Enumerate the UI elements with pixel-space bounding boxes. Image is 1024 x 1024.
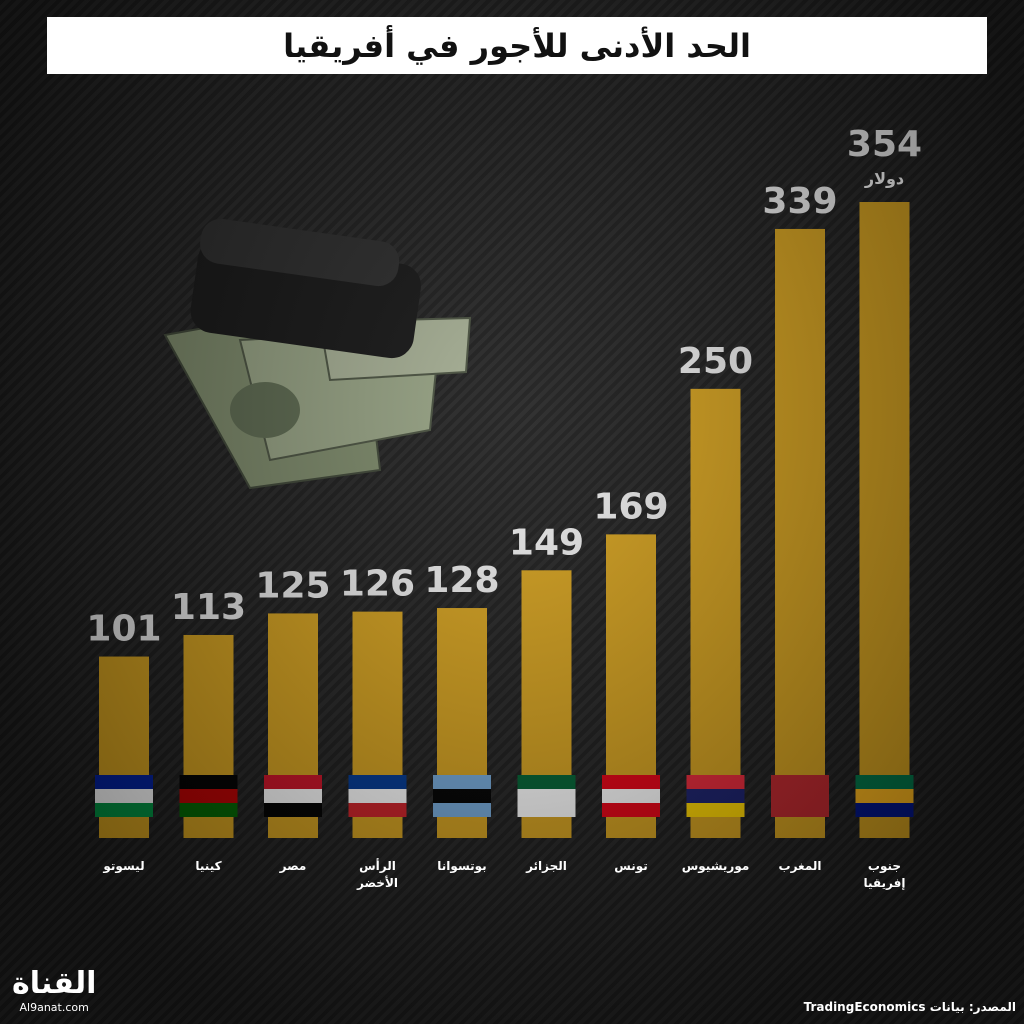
flag-stripe (433, 789, 491, 803)
flag-stripe (855, 775, 914, 789)
value-label: 250 (678, 341, 753, 382)
flag-stripe (264, 775, 322, 789)
bar (690, 388, 741, 838)
bar (775, 228, 825, 838)
flag-stripe (264, 803, 322, 817)
flag-stripe (95, 803, 153, 817)
flag-stripe (95, 775, 153, 789)
flag-stripe (602, 803, 660, 817)
flag-stripe (348, 775, 407, 789)
title-box: الحد الأدنى للأجور في أفريقيا (47, 17, 987, 74)
category-label: جنوب إفريقيا (863, 859, 906, 890)
flag-stripe (433, 775, 491, 789)
category-label: المغرب (778, 859, 822, 873)
category-label: موريشيوس (681, 859, 750, 873)
value-label: 126 (340, 564, 415, 605)
flag (855, 775, 914, 817)
value-label: 125 (255, 565, 330, 606)
flag (179, 775, 238, 817)
category-label: كينيا (195, 859, 222, 873)
flag (95, 775, 153, 817)
unit-label: دولار (864, 169, 904, 188)
flag (433, 775, 491, 817)
flag-stripe (517, 789, 576, 803)
flag-stripe (95, 789, 153, 803)
flag-stripe (179, 803, 238, 817)
value-label: 149 (509, 522, 584, 563)
category-label: الجزائر (526, 859, 567, 873)
flag (517, 775, 576, 817)
flag-stripe (771, 803, 829, 817)
flag-stripe (264, 789, 322, 803)
value-label: 128 (424, 560, 499, 601)
value-label: 101 (86, 609, 161, 650)
flag-stripe (602, 775, 660, 789)
flag-stripe (855, 803, 914, 817)
logo: القناة Al9anat.com (12, 966, 97, 1015)
category-label: تونس (614, 859, 648, 873)
category-label: بوتسوانا (437, 859, 487, 873)
logo-site: Al9anat.com (19, 1001, 89, 1014)
category-label: الرأس الأخضر (357, 859, 398, 890)
flag-stripe (348, 789, 407, 803)
chart-title: الحد الأدنى للأجور في أفريقيا (283, 26, 751, 65)
flag-stripe (771, 775, 829, 789)
flag-stripe (855, 789, 914, 803)
flag-stripe (771, 789, 829, 803)
value-label: 169 (593, 486, 668, 527)
flag-stripe (686, 775, 745, 789)
flag-stripe (686, 803, 745, 817)
flag-stripe (433, 803, 491, 817)
value-label: 113 (171, 587, 246, 628)
flag (348, 775, 407, 817)
flag-stripe (517, 803, 576, 817)
value-label: 339 (762, 181, 837, 222)
flag-stripe (348, 803, 407, 817)
flag (686, 775, 745, 817)
flag (264, 775, 322, 817)
logo-name: القناة (12, 966, 97, 1001)
wallet-illustration (163, 218, 472, 490)
category-label: مصر (279, 859, 307, 873)
flag-stripe (179, 789, 238, 803)
flag-stripe (517, 775, 576, 789)
category-label: ليسوتو (103, 859, 145, 873)
bar (859, 202, 910, 838)
flag (602, 775, 660, 817)
flag (771, 775, 829, 817)
flag-stripe (686, 789, 745, 803)
source-note: المصدر: بيانات TradingEconomics (803, 1000, 1016, 1014)
value-label: 354 (847, 124, 922, 165)
flag-stripe (179, 775, 238, 789)
flag-stripe (602, 789, 660, 803)
